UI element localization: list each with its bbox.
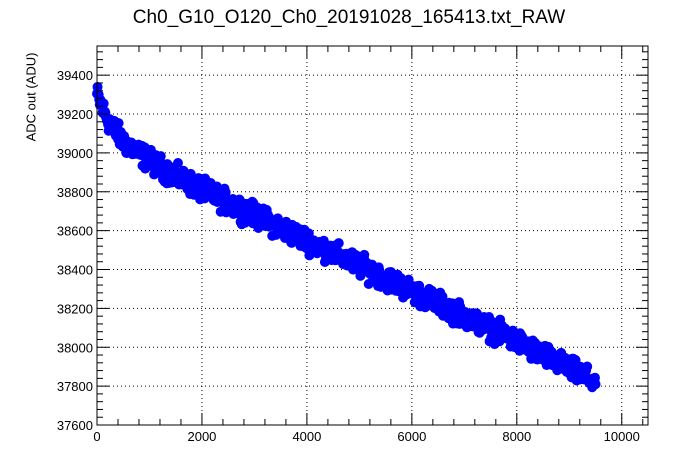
x-tick-label: 8000 <box>502 429 531 444</box>
plot-frame <box>96 45 649 426</box>
y-tick-label: 38000 <box>57 340 93 355</box>
data-point <box>590 379 601 390</box>
y-tick-label: 38800 <box>57 185 93 200</box>
x-tick-label: 10000 <box>604 429 640 444</box>
data-point <box>220 187 231 198</box>
y-tick-label: 38600 <box>57 224 93 239</box>
data-point <box>437 291 448 302</box>
data-points <box>92 81 601 393</box>
y-tick-label: 39400 <box>57 68 93 83</box>
data-point <box>155 151 166 162</box>
data-point <box>113 118 124 129</box>
y-tick-label: 39200 <box>57 107 93 122</box>
data-point <box>172 158 183 169</box>
y-tick-label: 38200 <box>57 301 93 316</box>
x-tick-label: 0 <box>93 429 100 444</box>
y-tick-label: 37800 <box>57 379 93 394</box>
x-tick-label: 2000 <box>187 429 216 444</box>
data-point <box>333 238 344 249</box>
y-tick-label: 37600 <box>57 418 93 433</box>
x-tick-label: 6000 <box>397 429 426 444</box>
y-tick-label: 39000 <box>57 146 93 161</box>
x-tick-label: 4000 <box>292 429 321 444</box>
y-tick-label: 38400 <box>57 263 93 278</box>
chart-title: Ch0_G10_O120_Ch0_20191028_165413.txt_RAW <box>132 7 566 28</box>
data-point <box>582 361 593 372</box>
data-point <box>92 81 103 92</box>
